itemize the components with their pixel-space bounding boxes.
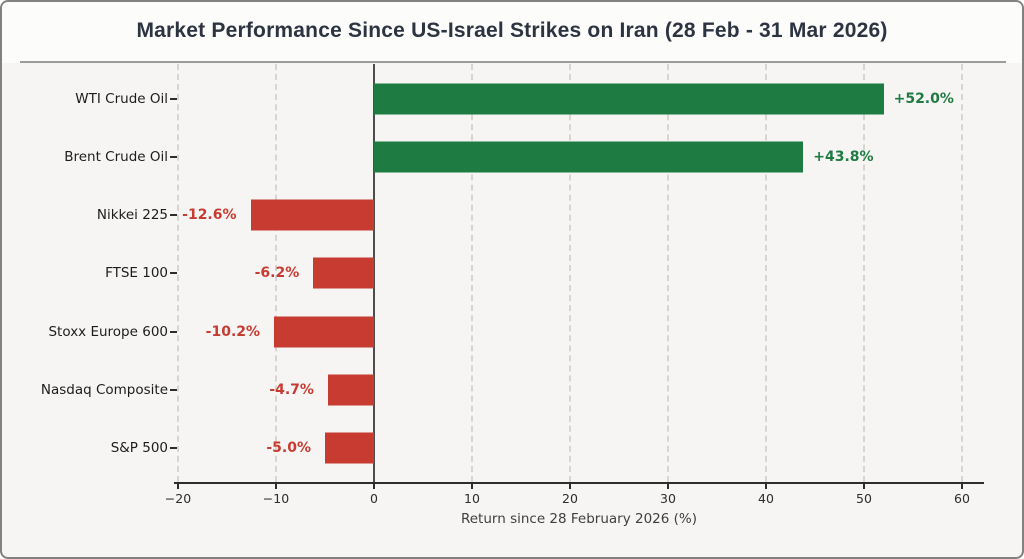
category-label-stoxx-europe-600: Stoxx Europe 600 (48, 323, 168, 340)
x-gridline (961, 64, 963, 482)
x-tick-label: 30 (660, 491, 676, 506)
x-tick-label: 20 (562, 491, 578, 506)
x-gridline (471, 64, 473, 482)
chart-header: Market Performance Since US-Israel Strik… (2, 2, 1022, 63)
x-tick-label: −10 (262, 491, 290, 506)
x-gridline (275, 64, 277, 482)
y-tick (170, 98, 177, 100)
x-gridline (569, 64, 571, 482)
x-gridline (863, 64, 865, 482)
x-tick (961, 484, 963, 489)
bar-value-label: -6.2% (254, 265, 300, 282)
bar-value-label: +52.0% (893, 91, 954, 107)
bar-nikkei-225 (250, 199, 374, 231)
x-tick (863, 484, 865, 489)
x-tick (765, 484, 767, 489)
bar-ftse-100 (313, 257, 374, 289)
zero-axis-line (373, 64, 375, 482)
y-tick (170, 156, 177, 159)
x-gridline (667, 64, 669, 482)
bar-value-label: -10.2% (205, 323, 261, 340)
bar-s-p-500 (325, 432, 374, 464)
bar-value-label: -4.7% (269, 381, 314, 398)
chart-title: Market Performance Since US-Israel Strik… (136, 18, 888, 42)
x-gridline (177, 64, 179, 482)
category-label-nasdaq-composite: Nasdaq Composite (40, 381, 168, 398)
x-axis-label: Return since 28 February 2026 (%) (460, 511, 698, 527)
x-tick-label: 50 (856, 491, 872, 506)
y-tick (170, 388, 177, 391)
x-tick-label: −20 (164, 491, 192, 506)
category-label-s-p-500: S&P 500 (110, 439, 168, 456)
bar-value-label: +43.8% (813, 149, 874, 166)
bar-brent-crude-oil (374, 141, 804, 173)
y-tick (170, 330, 177, 333)
category-label-ftse-100: FTSE 100 (105, 265, 168, 282)
x-tick (569, 484, 571, 489)
bar-value-label: -5.0% (266, 439, 311, 456)
x-tick (275, 484, 277, 489)
x-tick-label: 60 (954, 491, 970, 506)
category-label-wti-crude-oil: WTI Crude Oil (75, 91, 168, 107)
x-tick-label: 40 (758, 491, 774, 506)
x-tick-label: 10 (464, 491, 480, 506)
y-tick (170, 272, 177, 275)
x-tick (471, 484, 473, 489)
x-gridline (765, 64, 767, 482)
category-label-brent-crude-oil: Brent Crude Oil (64, 149, 168, 166)
y-tick (170, 214, 177, 217)
bar-value-label: -12.6% (182, 207, 237, 224)
x-tick (373, 484, 375, 489)
x-axis-line (174, 482, 984, 484)
y-tick (170, 446, 177, 449)
bar-wti-crude-oil (374, 83, 884, 115)
header-divider (20, 61, 1006, 63)
bar-nasdaq-composite (327, 374, 374, 406)
x-tick (667, 484, 669, 489)
x-tick (177, 484, 179, 489)
x-tick-label: 0 (370, 491, 378, 506)
bar-stoxx-europe-600 (274, 316, 374, 348)
category-label-nikkei-225: Nikkei 225 (96, 207, 168, 224)
